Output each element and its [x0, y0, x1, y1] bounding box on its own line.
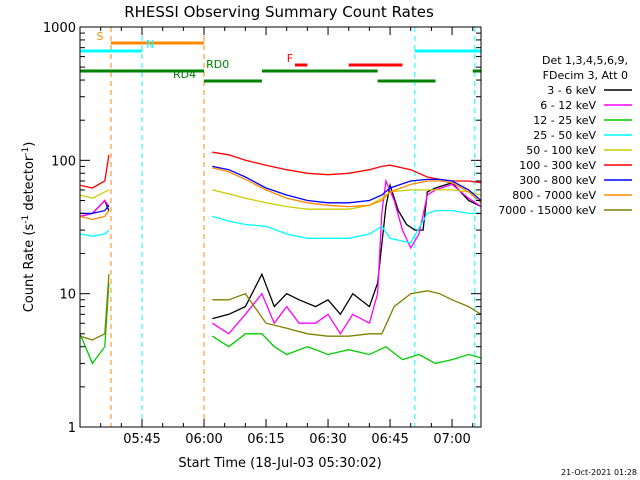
y-axis-label: Count Rate (s-1 detector-1)	[21, 142, 37, 313]
series-line-2	[79, 283, 110, 365]
series-line-2	[211, 333, 482, 365]
legend-header-line: FDecim 3, Att 0	[543, 69, 628, 82]
y-axis: 1 10 100 1000	[43, 21, 481, 436]
series-line-6	[212, 165, 482, 204]
series-line-7	[212, 167, 482, 208]
series-line-5	[79, 154, 110, 189]
x-tick-label: 06:00	[185, 432, 222, 447]
x-axis-label: Start Time (18-Jul-03 05:30:02)	[178, 456, 381, 471]
series-line-0	[212, 181, 482, 320]
footer-timestamp: 21-Oct-2021 01:28	[561, 468, 637, 477]
series-line-1	[79, 199, 110, 218]
legend-entry-label: 3 - 6 keV	[547, 84, 596, 97]
legend-entry-label: 25 - 50 keV	[533, 129, 596, 142]
y-tick-label: 100	[51, 154, 76, 169]
x-tick-label: 05:45	[123, 432, 160, 447]
y-tick-label: 10	[59, 288, 76, 303]
legend-header-line: Det 1,3,4,5,6,9,	[542, 54, 628, 67]
x-tick-label: 07:00	[433, 432, 470, 447]
flag-label-rd0: RD0	[206, 58, 229, 71]
legend-entry-label: 12 - 25 keV	[533, 114, 596, 127]
x-tick-label: 06:30	[309, 432, 346, 447]
series-line-4	[79, 189, 110, 199]
x-tick-label: 06:15	[247, 432, 284, 447]
legend-entry-label: 7000 - 15000 keV	[498, 204, 596, 217]
legend-entry-label: 6 - 12 keV	[540, 99, 596, 112]
series-line-7	[79, 210, 110, 221]
plot-frame	[79, 26, 482, 428]
chart-title: RHESSI Observing Summary Count Rates	[124, 3, 434, 21]
legend-entry-label: 100 - 300 keV	[519, 159, 596, 172]
series-line-8	[79, 274, 110, 341]
y-tick-label: 1	[68, 421, 76, 436]
x-axis: 05:45 06:00 06:15 06:30 06:45 07:00	[100, 27, 474, 447]
legend-entry-label: 50 - 100 keV	[526, 144, 596, 157]
legend-entry-label: 800 - 7000 keV	[512, 189, 596, 202]
plot-area: S N F RD0 RD4	[79, 27, 482, 427]
series-line-3	[212, 209, 481, 244]
legend: Det 1,3,4,5,6,9, FDecim 3, Att 0 3 - 6 keV…	[498, 54, 632, 217]
series-line-1	[211, 178, 482, 336]
series-line-6	[80, 204, 110, 215]
x-tick-label: 06:45	[371, 432, 408, 447]
y-tick-label: 1000	[43, 21, 76, 36]
legend-entry-label: 300 - 800 keV	[519, 174, 596, 187]
series-line-8	[212, 290, 482, 337]
series-line-3	[79, 229, 110, 237]
flag-label-s: S	[97, 30, 104, 43]
flag-label-rd4: RD4	[173, 68, 196, 81]
flag-label-n: N	[146, 38, 154, 51]
flag-label-f: F	[287, 52, 293, 65]
